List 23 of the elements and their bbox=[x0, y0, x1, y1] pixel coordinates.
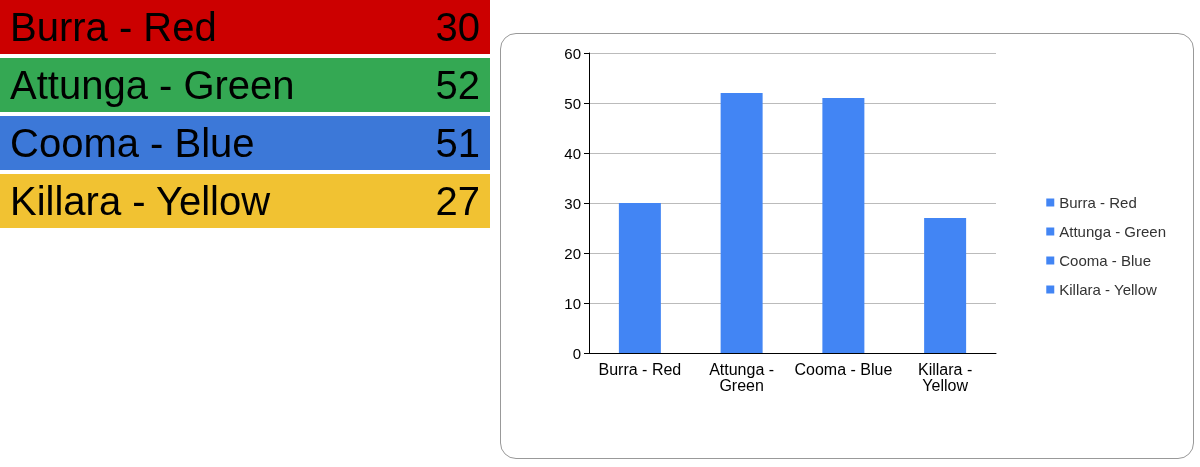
category-label: Cooma - Blue bbox=[10, 120, 255, 166]
x-tick-label: Cooma - Blue bbox=[794, 360, 893, 378]
y-tick-label: 0 bbox=[572, 344, 581, 362]
y-tick-label: 60 bbox=[564, 44, 581, 62]
y-tick-label: 10 bbox=[564, 294, 581, 312]
x-tick-label: Attunga - Green bbox=[709, 360, 775, 394]
data-label: 27 bbox=[435, 178, 480, 224]
y-tick-label: 50 bbox=[564, 94, 581, 112]
category-label: Killara - Yellow bbox=[10, 178, 271, 224]
x-tick-label: Killara - Yellow bbox=[918, 360, 973, 394]
category-label: Attunga - Green bbox=[10, 62, 295, 108]
legend-label: Killara - Yellow bbox=[1059, 281, 1157, 298]
data-label: 51 bbox=[435, 120, 480, 166]
data-label: 30 bbox=[435, 4, 480, 50]
y-tick-label: 40 bbox=[564, 144, 581, 162]
legend-label: Burra - Red bbox=[1059, 194, 1137, 211]
y-tick-label: 30 bbox=[564, 194, 581, 212]
data-label: 52 bbox=[435, 62, 480, 108]
legend-label: Attunga - Green bbox=[1059, 223, 1167, 240]
category-label: Burra - Red bbox=[10, 4, 217, 50]
y-tick-label: 20 bbox=[564, 244, 581, 262]
legend-label: Cooma - Blue bbox=[1059, 252, 1151, 269]
x-tick-label: Burra - Red bbox=[598, 360, 682, 378]
